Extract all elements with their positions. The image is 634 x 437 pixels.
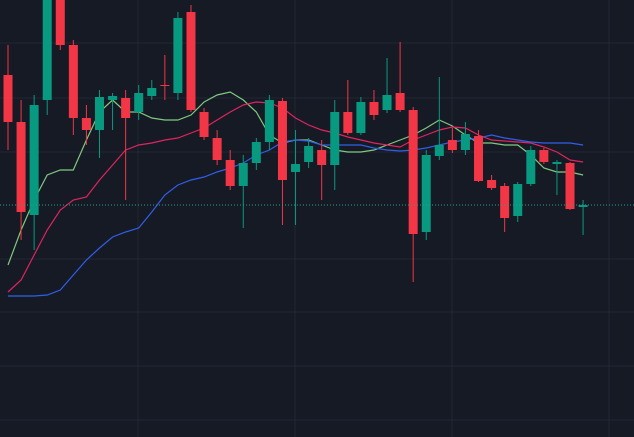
candle-body xyxy=(238,163,248,186)
candle-body xyxy=(277,101,287,180)
candle-body xyxy=(343,112,353,133)
candle-body xyxy=(330,112,340,165)
candle-body xyxy=(474,136,484,181)
candle-body xyxy=(304,146,314,162)
candle-body xyxy=(68,45,78,118)
candle-body xyxy=(578,205,588,207)
candle-body xyxy=(16,122,26,212)
candle-body xyxy=(565,163,575,209)
candle-body xyxy=(199,112,209,137)
candle-body xyxy=(395,93,405,110)
candle-body xyxy=(134,93,144,112)
candle-body xyxy=(552,162,562,164)
candle-body xyxy=(487,180,497,188)
candle-body xyxy=(382,95,392,110)
candle-body xyxy=(94,97,104,130)
candle-body xyxy=(500,186,510,218)
candle-body xyxy=(539,150,549,162)
candle-body xyxy=(212,138,222,160)
candle-body xyxy=(173,18,183,93)
candle-body xyxy=(460,134,470,150)
candle-body xyxy=(29,105,39,215)
candle-body xyxy=(526,150,536,184)
candle-body xyxy=(513,184,523,216)
candle-body xyxy=(147,88,157,96)
candle-body xyxy=(225,160,235,186)
candle-body xyxy=(421,155,431,232)
candle-body xyxy=(369,102,379,115)
candle-body xyxy=(55,0,65,45)
candle-body xyxy=(121,98,131,118)
candle-body xyxy=(408,110,418,234)
candle-body xyxy=(447,140,457,150)
candle-body xyxy=(108,96,118,100)
moving-average-line xyxy=(7,101,584,293)
candle-body xyxy=(251,142,261,163)
candle-body xyxy=(434,145,444,156)
candle-body xyxy=(186,12,196,110)
candle-body xyxy=(42,0,52,100)
candle-body xyxy=(356,102,366,133)
candle-body xyxy=(291,164,301,172)
candle-body xyxy=(317,150,327,165)
candle-body xyxy=(160,85,170,86)
candle-body xyxy=(3,75,13,122)
candle-body xyxy=(264,100,274,142)
candle-body xyxy=(81,118,91,130)
